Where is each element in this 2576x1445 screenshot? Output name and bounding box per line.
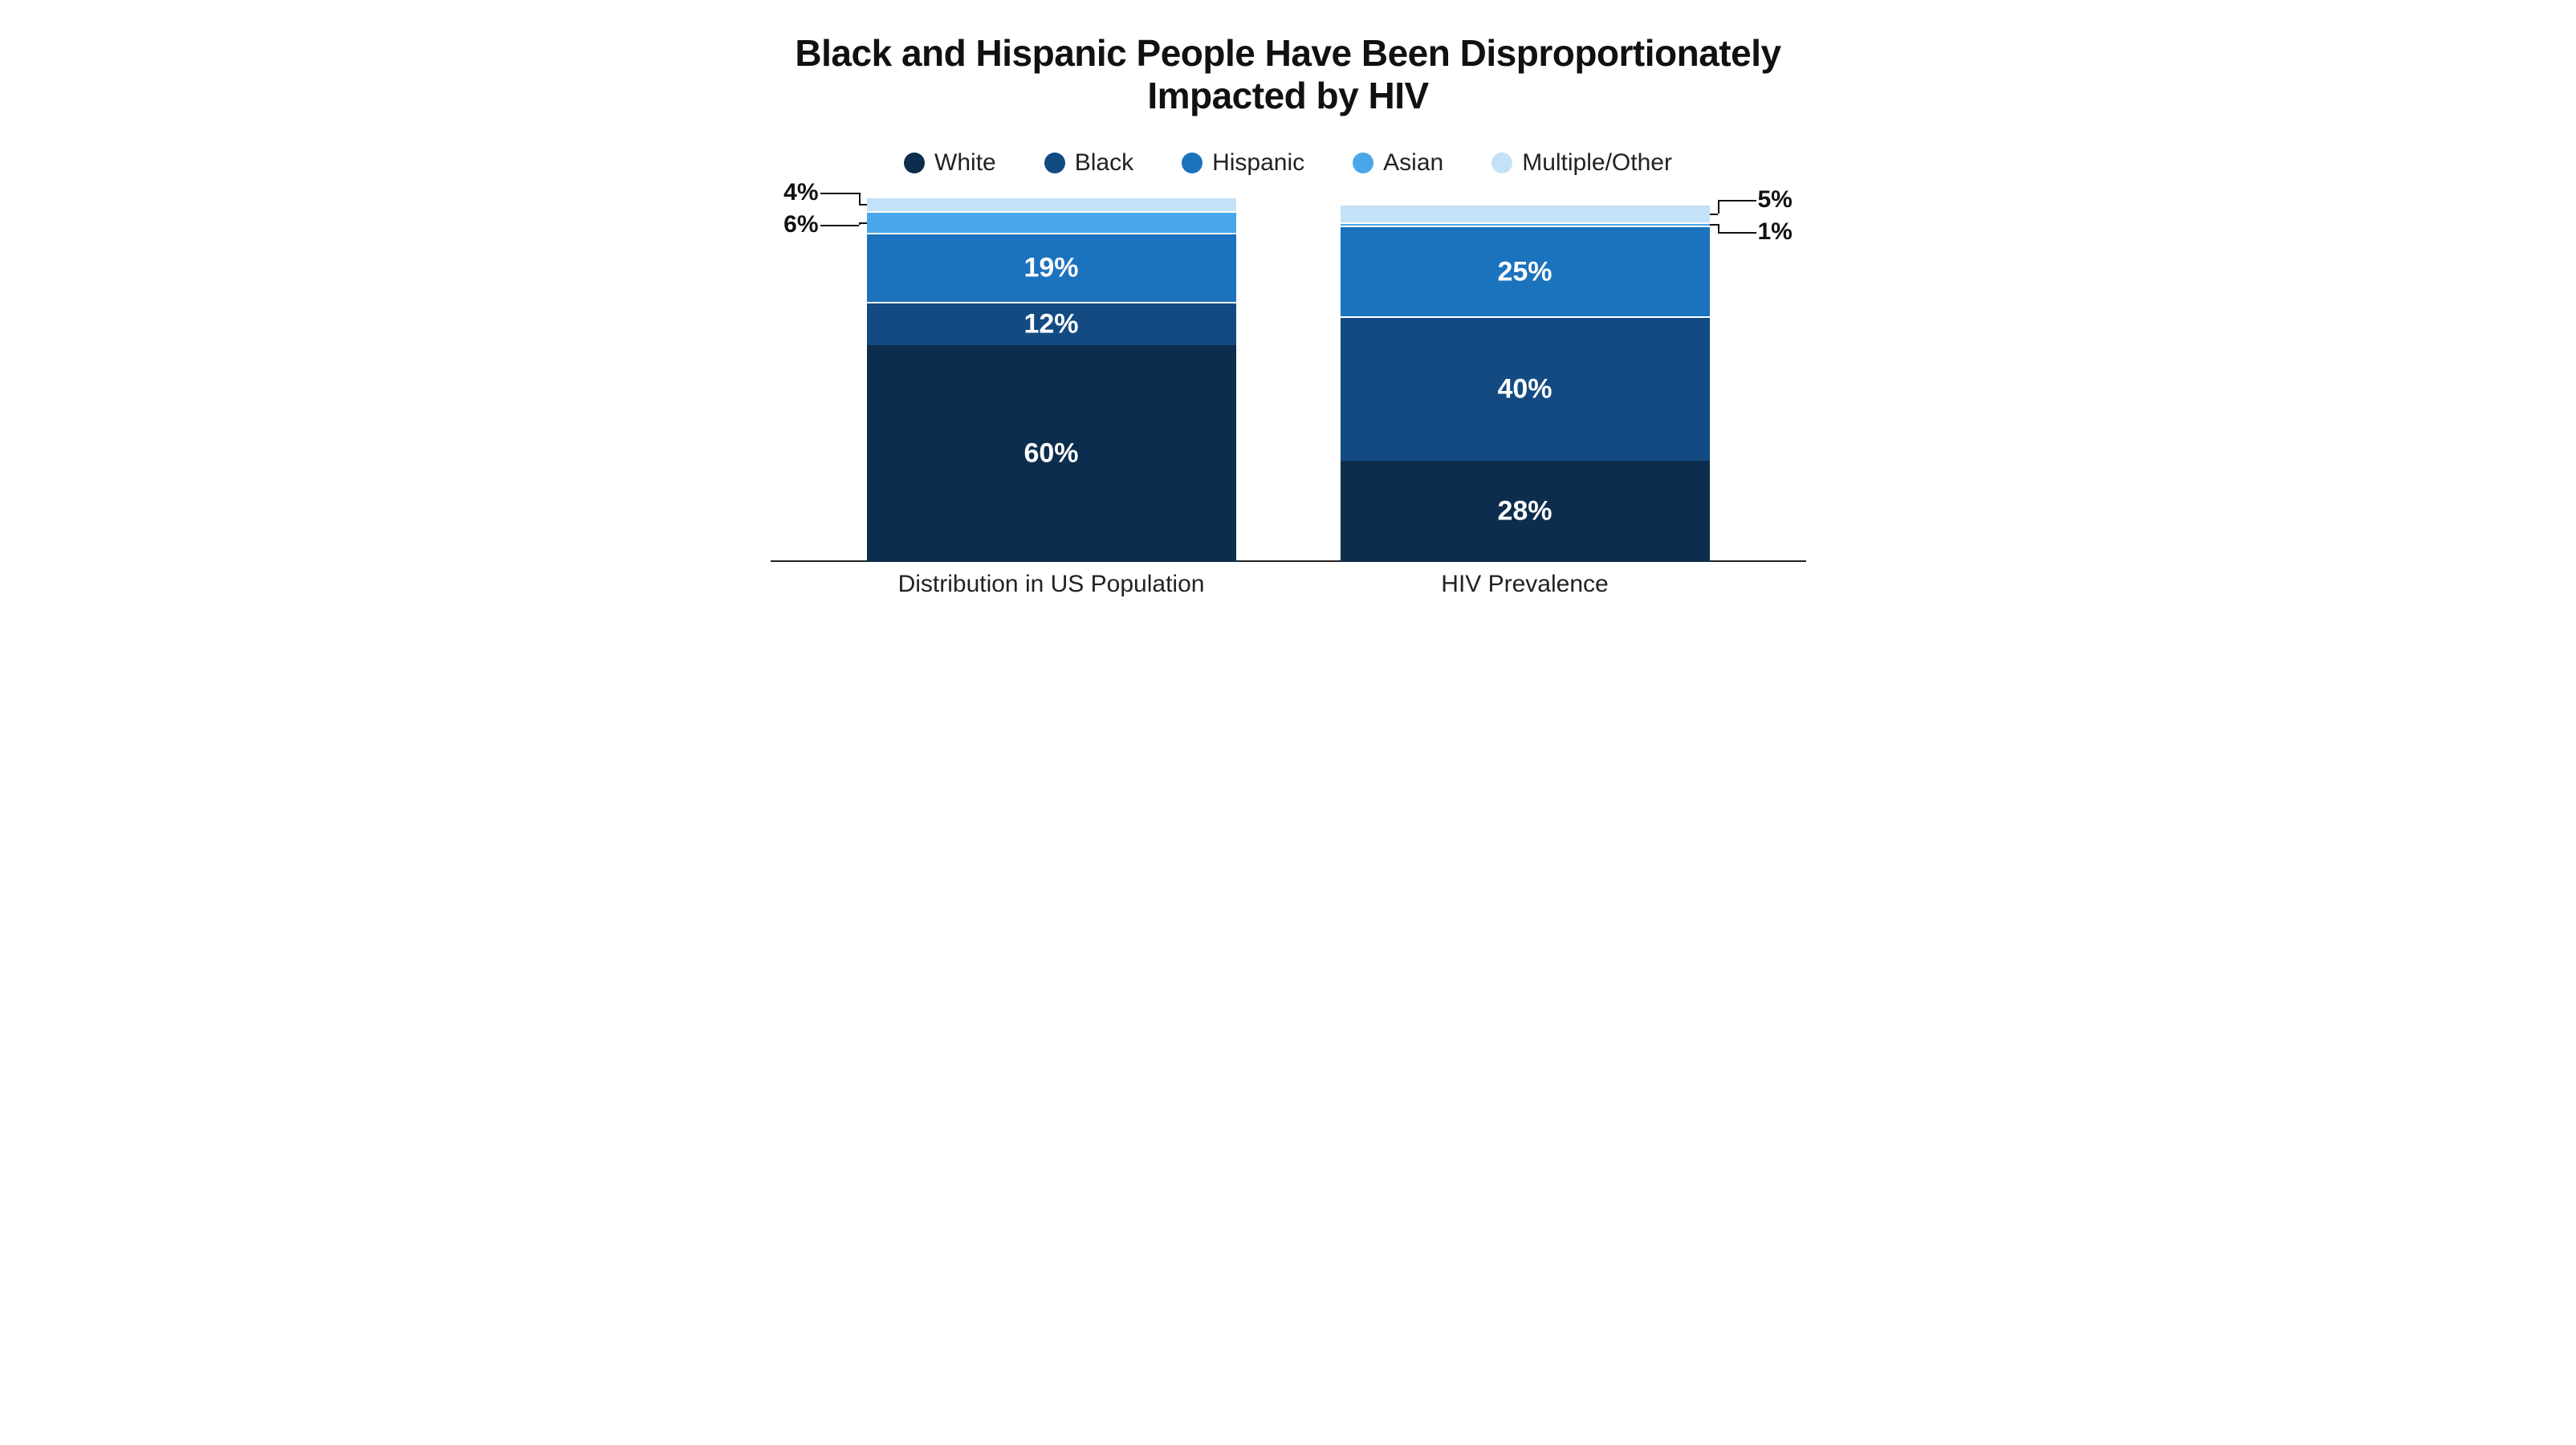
segment-us_pop-other — [867, 197, 1236, 211]
segment-hiv_prev-white: 28% — [1341, 461, 1710, 562]
callout-leader — [1710, 224, 1718, 226]
segment-us_pop-asian — [867, 211, 1236, 233]
legend-dot-icon — [1353, 153, 1373, 173]
legend-item-white: White — [904, 149, 996, 177]
segment-label: 40% — [1497, 373, 1552, 405]
legend-label: Hispanic — [1212, 149, 1304, 177]
segment-us_pop-white: 60% — [867, 345, 1236, 562]
segment-hiv_prev-hispanic: 25% — [1341, 226, 1710, 316]
axis-label-us_pop: Distribution in US Population — [867, 570, 1236, 599]
bar-hiv_prev: 28% 40% 25% — [1341, 204, 1710, 562]
legend: White Black Hispanic Asian Multiple/Other — [718, 149, 1858, 177]
chart-title: Black and Hispanic People Have Been Disp… — [718, 32, 1858, 117]
legend-item-other: Multiple/Other — [1491, 149, 1672, 177]
callout-label: 5% — [1758, 186, 1793, 214]
segment-label: 60% — [1023, 438, 1078, 469]
callout-leader — [1710, 214, 1718, 215]
legend-dot-icon — [904, 153, 925, 173]
legend-label: Black — [1075, 149, 1133, 177]
callout-leader — [1718, 232, 1756, 234]
callout-leader — [859, 204, 867, 206]
legend-label: Asian — [1383, 149, 1443, 177]
segment-hiv_prev-black: 40% — [1341, 316, 1710, 461]
segment-hiv_prev-other — [1341, 204, 1710, 222]
legend-dot-icon — [1182, 153, 1203, 173]
legend-item-asian: Asian — [1353, 149, 1443, 177]
segment-label: 19% — [1023, 253, 1078, 284]
segment-us_pop-hispanic: 19% — [867, 233, 1236, 302]
legend-label: Multiple/Other — [1522, 149, 1672, 177]
legend-dot-icon — [1491, 153, 1512, 173]
legend-label: White — [934, 149, 996, 177]
callout-label: 6% — [783, 211, 818, 238]
chart-container: Black and Hispanic People Have Been Disp… — [686, 0, 1890, 650]
bar-us_pop: 60% 12% 19% — [867, 197, 1236, 562]
segment-label: 12% — [1023, 308, 1078, 340]
axis-labels: Distribution in US Population HIV Prevale… — [771, 570, 1806, 634]
legend-item-black: Black — [1044, 149, 1133, 177]
callout-leader — [820, 225, 859, 226]
callout-label: 4% — [783, 179, 818, 206]
callout-leader — [820, 193, 859, 194]
callout-leader — [859, 193, 861, 205]
segment-label: 28% — [1497, 495, 1552, 527]
callout-leader — [1718, 224, 1719, 232]
segment-label: 25% — [1497, 256, 1552, 287]
segment-us_pop-black: 12% — [867, 302, 1236, 345]
callout-leader — [859, 222, 867, 224]
axis-label-hiv_prev: HIV Prevalence — [1341, 570, 1710, 599]
chart-plot-wrapper: 60%12%19%6%4%28%40%25%1%5% Distribution … — [718, 201, 1858, 634]
callout-leader — [1718, 200, 1719, 214]
chart-plot: 60%12%19%6%4%28%40%25%1%5% — [771, 201, 1806, 562]
legend-item-hispanic: Hispanic — [1182, 149, 1304, 177]
legend-dot-icon — [1044, 153, 1065, 173]
callout-label: 1% — [1758, 218, 1793, 246]
callout-leader — [1718, 200, 1756, 201]
segment-hiv_prev-asian — [1341, 222, 1710, 226]
